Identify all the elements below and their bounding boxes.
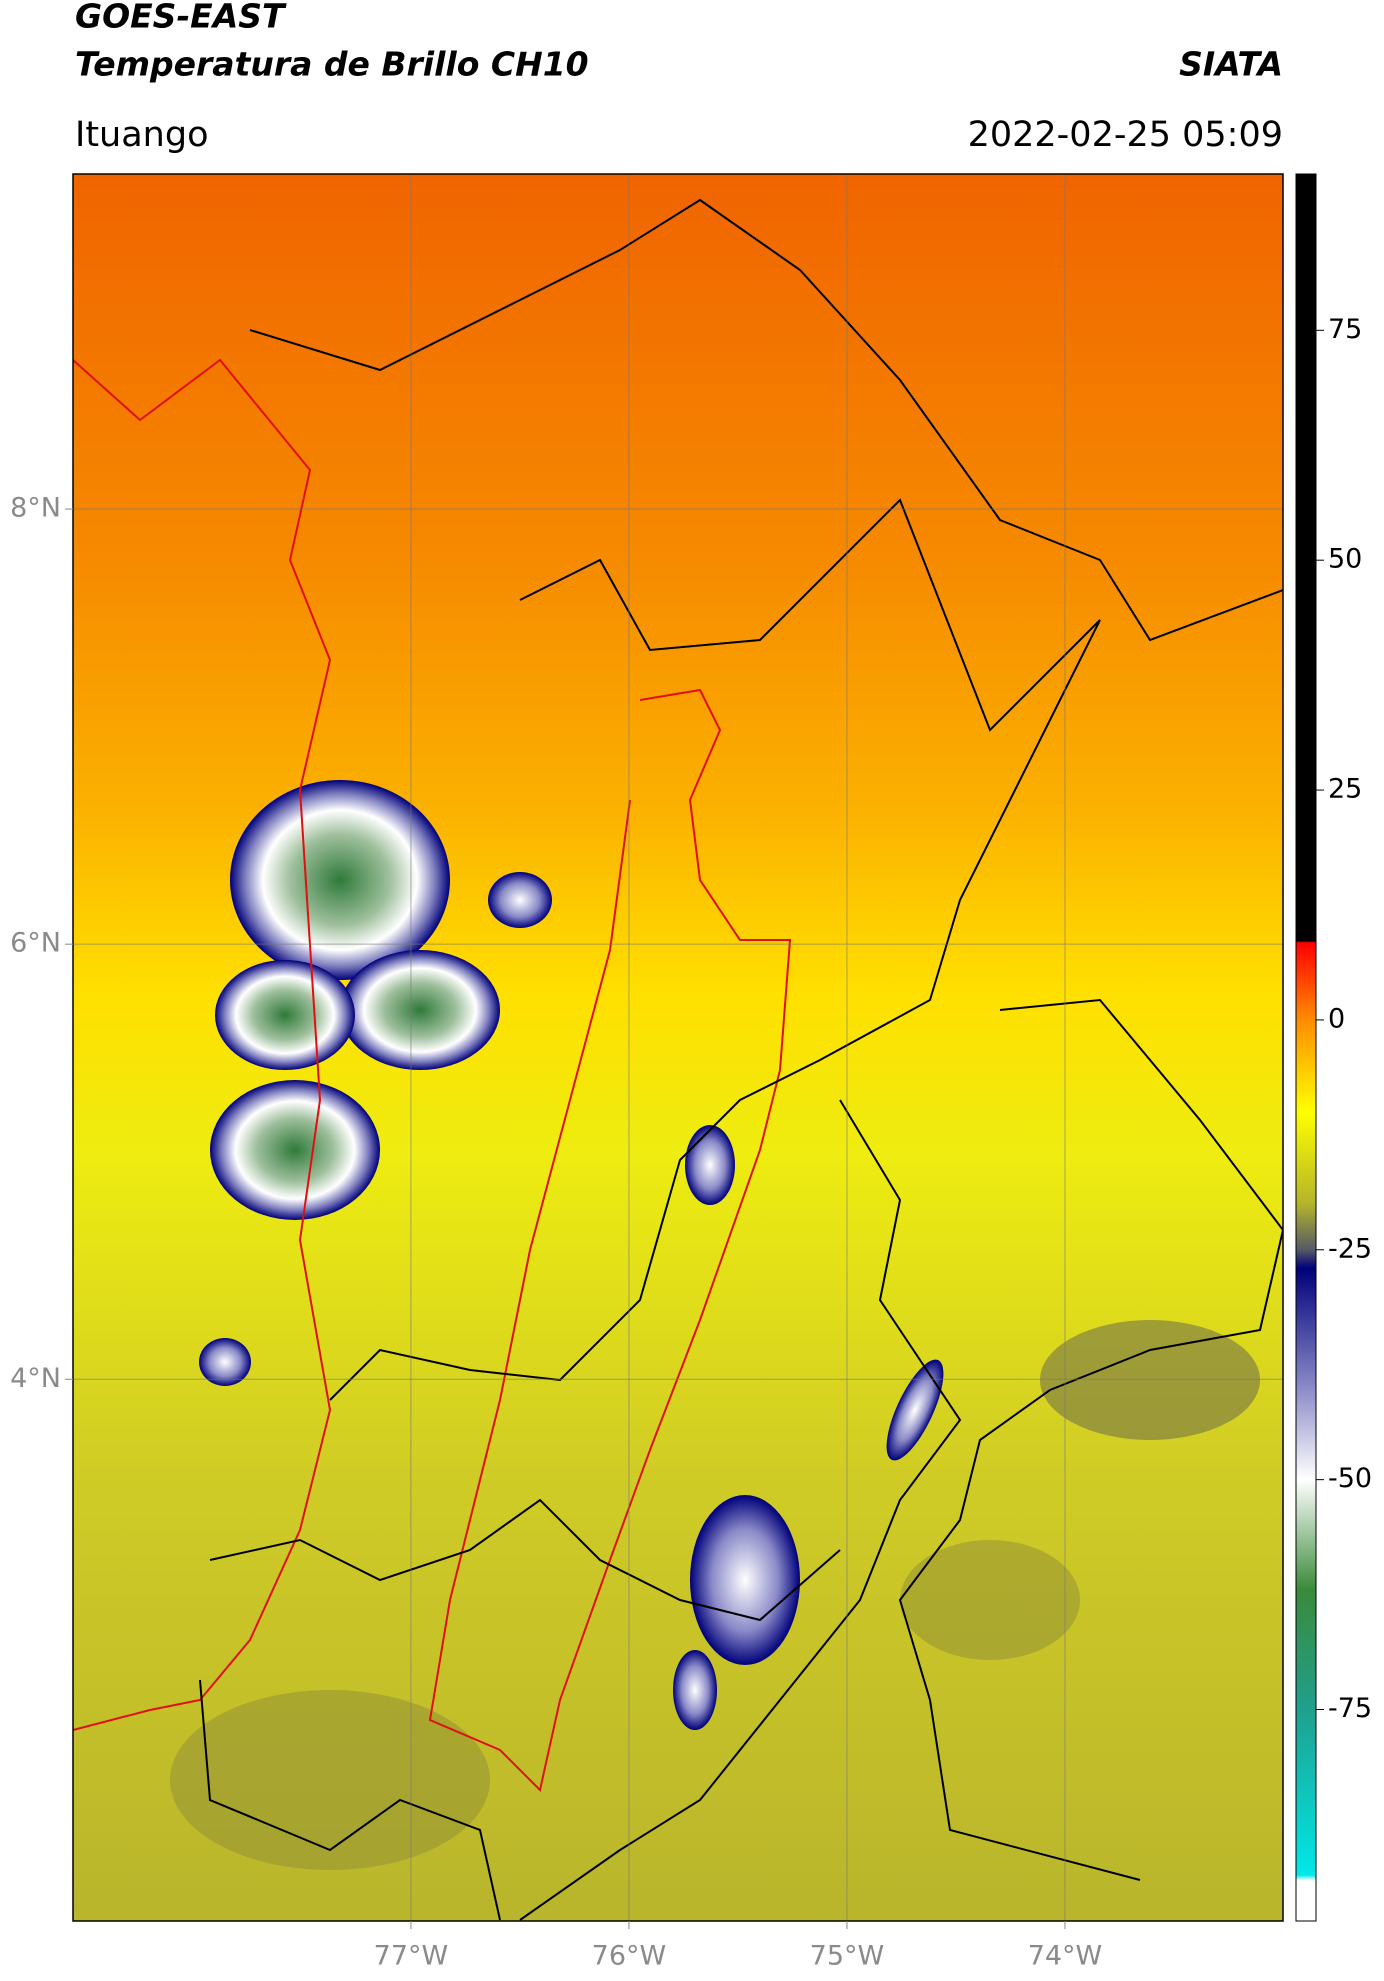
cloud-cold <box>685 1125 735 1205</box>
map <box>73 174 1283 1921</box>
x-tick-label: 76°W <box>592 1941 667 1972</box>
title: GOES-EAST <box>75 0 287 36</box>
colorbar-tick-label: 0 <box>1328 1003 1345 1034</box>
cloud-warm <box>170 1690 490 1870</box>
y-tick-label: 8°N <box>10 493 61 524</box>
datetime: 2022-02-25 05:09 <box>968 115 1283 155</box>
admin-border <box>199 1679 501 1921</box>
cloud-cold <box>215 960 355 1070</box>
colorbar-tick-label: -25 <box>1328 1233 1372 1264</box>
x-tick-label: 75°W <box>810 1941 885 1972</box>
coastline <box>73 358 332 1731</box>
admin-border <box>209 1498 841 1622</box>
cloud-cold <box>690 1495 800 1665</box>
x-tick-label: 74°W <box>1028 1941 1103 1972</box>
location: Ituango <box>75 115 209 155</box>
admin-border <box>898 998 1283 1881</box>
admin-border <box>519 1099 962 1921</box>
subtitle: Temperatura de Brillo CH10 <box>75 45 589 84</box>
colorbar <box>1295 173 1317 1922</box>
y-tick-label: 6°N <box>10 928 61 959</box>
colorbar-tick-label: 50 <box>1328 544 1362 575</box>
cloud-cold <box>488 872 552 928</box>
cloud-cold <box>210 1080 380 1220</box>
cloud-cold <box>673 1650 717 1730</box>
colorbar-tick-label: 25 <box>1328 774 1362 805</box>
source: SIATA <box>1179 45 1283 84</box>
map-frame <box>72 173 1284 1922</box>
y-tick-label: 4°N <box>10 1363 61 1394</box>
colorbar-tick-label: 75 <box>1328 314 1362 345</box>
cloud-cold <box>886 1359 944 1461</box>
region-border <box>428 688 792 1792</box>
admin-border <box>249 198 1283 642</box>
x-tick-label: 77°W <box>374 1941 449 1972</box>
cloud-cold <box>230 780 450 980</box>
cloud-cold <box>340 950 500 1070</box>
colorbar-tick-label: -75 <box>1328 1693 1372 1724</box>
cloud-warm <box>1040 1320 1260 1440</box>
cloud-cold <box>199 1338 251 1386</box>
colorbar-tick-label: -50 <box>1328 1463 1372 1494</box>
cloud-warm <box>900 1540 1080 1660</box>
admin-border <box>329 498 1101 1401</box>
